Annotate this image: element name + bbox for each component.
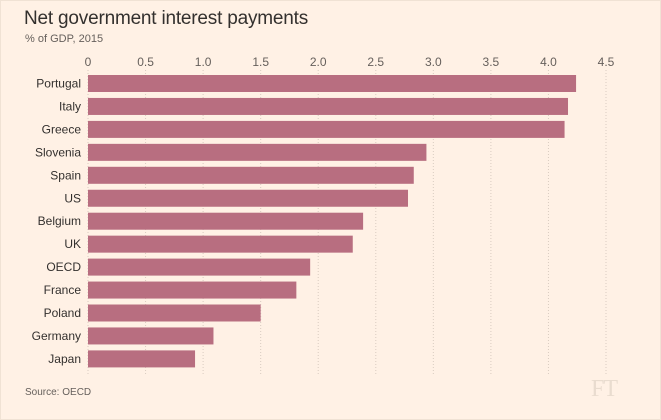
x-tick-label: 3.5 xyxy=(483,55,500,69)
x-tick-label: 1.0 xyxy=(195,55,212,69)
x-tick-label: 3.0 xyxy=(425,55,442,69)
category-label: Italy xyxy=(59,99,81,113)
category-label: France xyxy=(44,283,82,297)
chart-title: Net government interest payments xyxy=(24,8,309,29)
x-tick-label: 2.5 xyxy=(367,55,384,69)
category-label: US xyxy=(64,191,81,205)
x-tick-label: 0 xyxy=(85,55,92,69)
bar-slovenia xyxy=(88,143,427,161)
category-label: Japan xyxy=(48,352,81,366)
category-label: OECD xyxy=(46,260,81,274)
bar-belgium xyxy=(88,212,364,230)
bar-poland xyxy=(88,304,261,322)
x-tick-label: 2.0 xyxy=(310,55,327,69)
bar-japan xyxy=(88,350,196,368)
bar-italy xyxy=(88,97,569,115)
bar-uk xyxy=(88,235,353,253)
category-label: Slovenia xyxy=(35,145,81,159)
category-label: Greece xyxy=(42,122,82,136)
category-label: UK xyxy=(64,237,81,251)
bar-oecd xyxy=(88,258,311,276)
chart-subtitle: % of GDP, 2015 xyxy=(25,33,104,45)
x-tick-label: 4.5 xyxy=(598,55,615,69)
category-label: Spain xyxy=(50,168,81,182)
bar-spain xyxy=(88,166,414,184)
x-tick-label: 1.5 xyxy=(252,55,269,69)
bar-us xyxy=(88,189,409,207)
bar-greece xyxy=(88,120,565,138)
bar-portugal xyxy=(88,75,577,92)
category-label: Belgium xyxy=(38,214,81,228)
category-label: Portugal xyxy=(36,77,81,91)
ft-logo: FT xyxy=(591,376,618,402)
x-tick-label: 0.5 xyxy=(137,55,154,69)
bars xyxy=(88,75,577,368)
category-labels: Portugal Italy Greece Slovenia Spain US Belgiu… xyxy=(32,77,82,366)
source-note: Source: OECD xyxy=(25,387,92,398)
category-label: Poland xyxy=(44,306,81,320)
category-label: Germany xyxy=(32,329,81,343)
x-tick-label: 4.0 xyxy=(540,55,557,69)
bar-france xyxy=(88,281,297,299)
x-axis-ticks: 0 0.5 1.0 1.5 2.0 2.5 3.0 3.5 4.0 4.5 xyxy=(85,55,615,69)
bar-germany xyxy=(88,327,214,345)
